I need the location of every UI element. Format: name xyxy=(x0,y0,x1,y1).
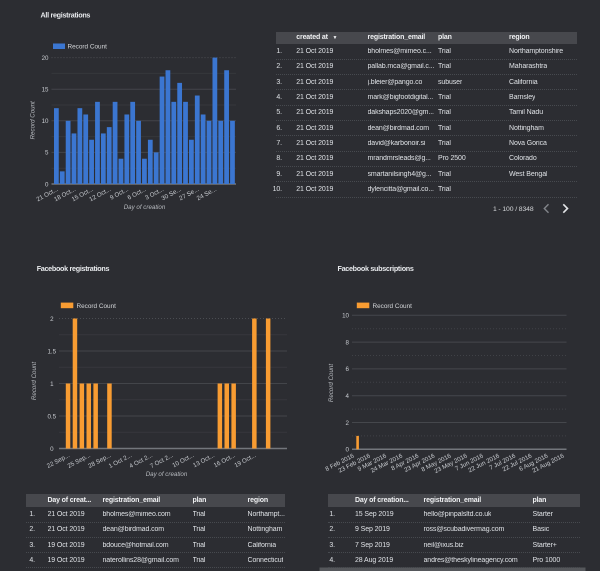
svg-text:9 Oct...: 9 Oct... xyxy=(109,186,130,202)
svg-text:Facebook registrations: Facebook registrations xyxy=(37,264,110,273)
svg-text:0.5: 0.5 xyxy=(47,413,56,420)
svg-text:Record Count: Record Count xyxy=(328,364,335,402)
svg-text:10: 10 xyxy=(342,313,349,320)
svg-text:Record Count: Record Count xyxy=(77,303,117,310)
svg-text:7 Oct 2...: 7 Oct 2... xyxy=(149,452,175,470)
svg-text:Day of creation: Day of creation xyxy=(124,204,166,211)
svg-text:8: 8 xyxy=(346,339,350,346)
svg-text:0: 0 xyxy=(45,181,49,188)
svg-text:0: 0 xyxy=(50,446,54,453)
svg-text:24 Se...: 24 Se... xyxy=(196,186,218,202)
svg-text:4: 4 xyxy=(346,393,350,400)
svg-text:1.5: 1.5 xyxy=(47,348,56,355)
svg-text:2: 2 xyxy=(50,316,54,323)
svg-text:Record Count: Record Count xyxy=(31,362,38,400)
svg-text:15: 15 xyxy=(42,87,49,94)
svg-text:10 Oct...: 10 Oct... xyxy=(171,452,195,469)
svg-text:20: 20 xyxy=(42,55,49,62)
svg-text:Day of creation: Day of creation xyxy=(146,471,188,478)
svg-text:13 Oct...: 13 Oct... xyxy=(192,452,216,469)
svg-text:19 Oct...: 19 Oct... xyxy=(233,452,257,469)
svg-text:5: 5 xyxy=(45,150,49,157)
svg-text:Record Count: Record Count xyxy=(30,101,37,139)
svg-text:1: 1 xyxy=(50,381,54,388)
svg-text:0: 0 xyxy=(346,447,350,454)
svg-text:16 Oct...: 16 Oct... xyxy=(213,452,237,469)
svg-text:All registrations: All registrations xyxy=(41,11,91,20)
svg-text:2: 2 xyxy=(346,420,350,427)
svg-text:6: 6 xyxy=(346,366,350,373)
svg-text:Record Count: Record Count xyxy=(373,303,413,310)
svg-text:6 Oct...: 6 Oct... xyxy=(126,186,147,202)
svg-text:Record Count: Record Count xyxy=(68,44,108,51)
svg-text:10: 10 xyxy=(42,118,49,125)
svg-text:Facebook subscriptions: Facebook subscriptions xyxy=(338,264,414,273)
